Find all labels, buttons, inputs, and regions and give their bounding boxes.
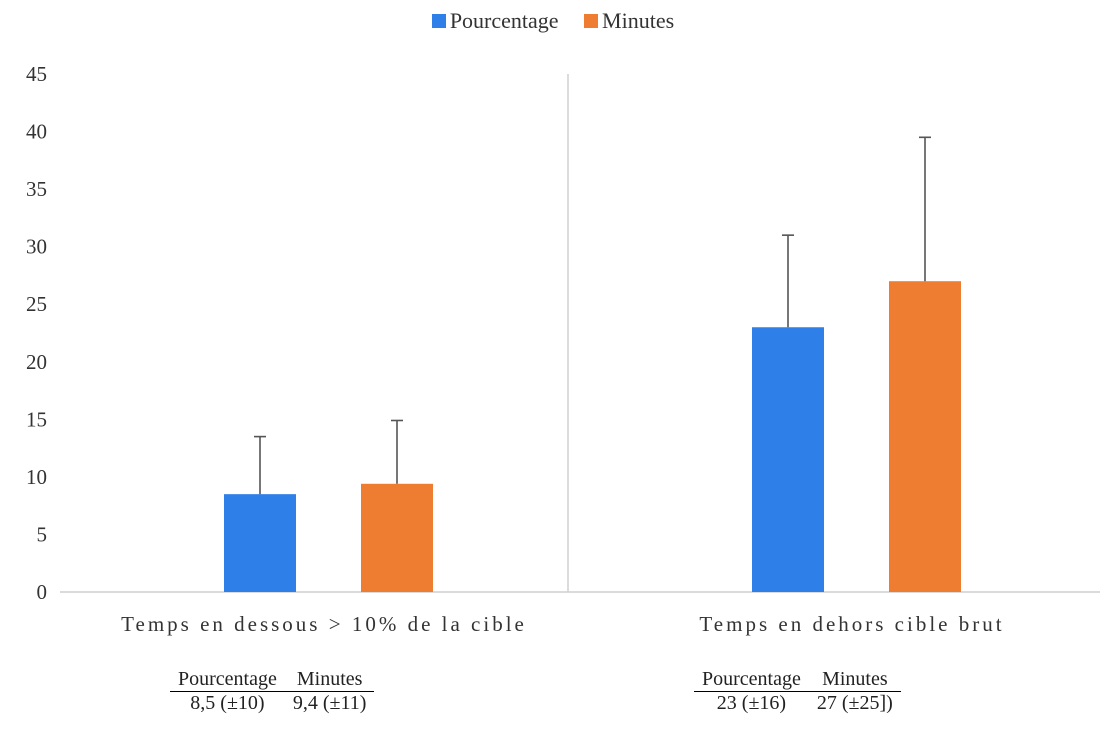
y-tick-label-8: 40 [26,120,47,144]
category-label-0: Temps en dessous > 10% de la cible [121,612,527,636]
summary-table-value-row: 23 (±16) 27 (±25]) [694,692,901,716]
bar-minutes-0 [361,483,433,592]
y-tick-label-4: 20 [26,350,47,374]
summary-table-header-row: Pourcentage Minutes [694,668,901,692]
summary-table-1: Pourcentage Minutes 23 (±16) 27 (±25]) [694,668,901,715]
summary-value-pourcentage: 23 (±16) [716,692,787,714]
y-tick-label-3: 15 [26,407,47,431]
legend-swatch-pourcentage [431,14,446,28]
summary-value-pourcentage: 8,5 (±10) [190,692,265,714]
y-tick-label-6: 30 [26,235,47,259]
summary-table-header-row: Pourcentage Minutes [170,668,375,692]
y-tick-label-2: 10 [26,465,47,489]
legend-label-minutes: Minutes [602,8,675,33]
y-tick-label-0: 0 [37,580,48,604]
legend-swatch-minutes [584,14,599,28]
bar-pourcentage-1 [752,327,824,592]
legend-label-pourcentage: Pourcentage [449,8,559,33]
y-tick-label-7: 35 [26,177,47,201]
summary-header-minutes: Minutes [822,668,888,690]
summary-header-pourcentage: Pourcentage [178,668,277,690]
summary-header-pourcentage: Pourcentage [702,668,801,690]
bar-minutes-1 [889,281,961,592]
bar-pourcentage-0 [224,494,296,592]
category-label-1: Temps en dehors cible brut [699,612,1005,636]
y-tick-label-9: 45 [26,62,47,86]
summary-table-value-row: 8,5 (±10) 9,4 (±11) [170,692,374,716]
summary-header-minutes: Minutes [296,668,363,690]
legend-item-minutes: Minutes [584,8,674,34]
y-tick-label-1: 5 [37,522,48,546]
summary-value-minutes: 27 (±25]) [816,692,893,714]
legend: Pourcentage Minutes [0,8,1106,34]
summary-value-minutes: 9,4 (±11) [292,692,367,714]
legend-item-pourcentage: Pourcentage [431,8,559,34]
y-tick-label-5: 25 [26,292,47,316]
summary-table-0: Pourcentage Minutes 8,5 (±10) 9,4 (±11) [170,668,375,716]
